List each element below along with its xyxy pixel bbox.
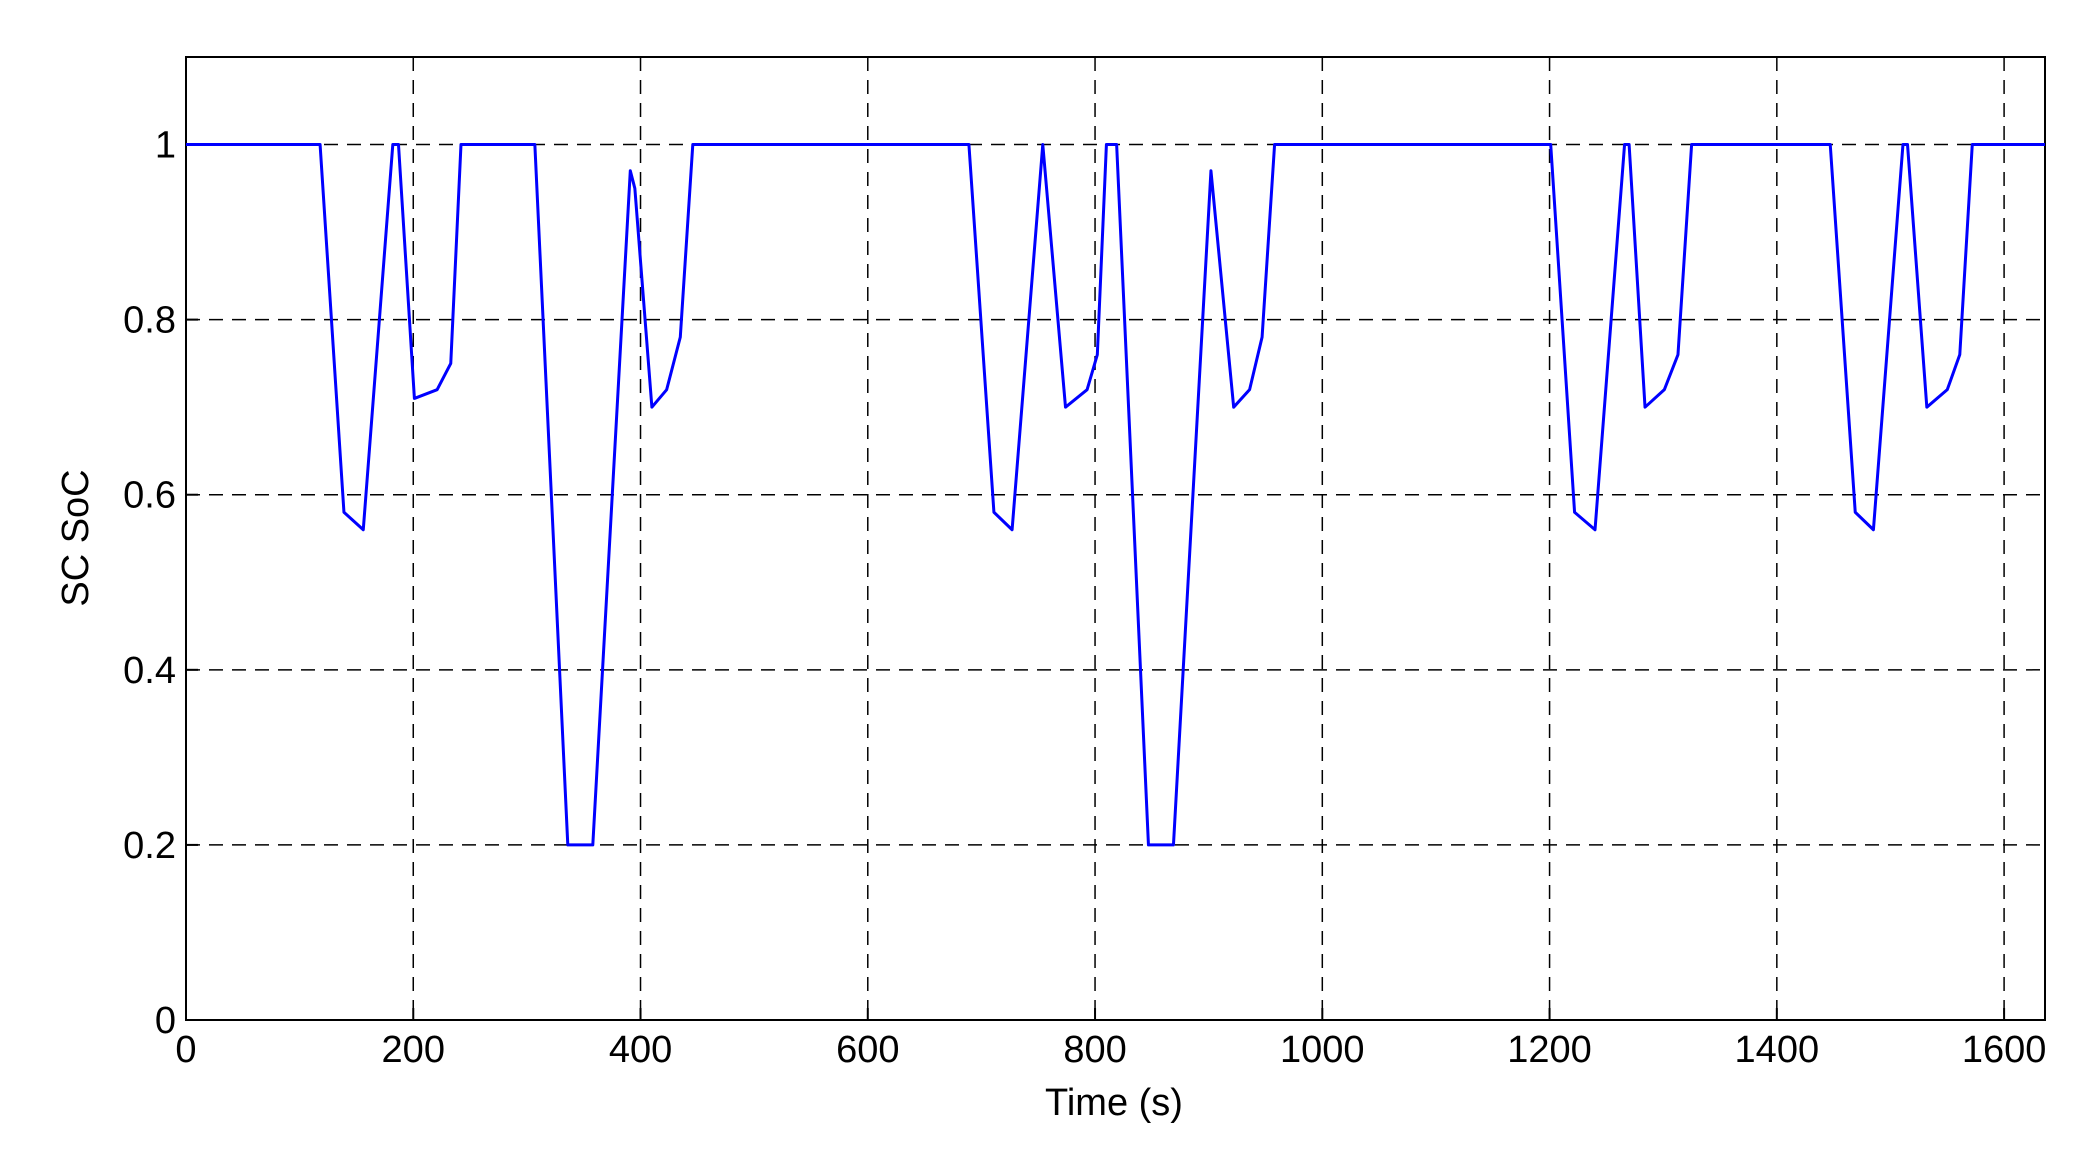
x-tick-label: 1200 bbox=[1507, 1029, 1592, 1071]
x-tick-label: 1600 bbox=[1962, 1029, 2047, 1071]
y-tick-label: 0.2 bbox=[123, 825, 176, 867]
x-tick-label: 600 bbox=[836, 1029, 899, 1071]
plot-frame bbox=[185, 56, 2046, 1021]
y-tick-label: 0.8 bbox=[123, 300, 176, 342]
y-tick-label: 0.6 bbox=[123, 475, 176, 517]
data-line bbox=[186, 143, 2045, 847]
y-axis-label: SC SoC bbox=[55, 469, 97, 606]
x-axis-label: Time (s) bbox=[1045, 1082, 1183, 1124]
y-tick-label: 0 bbox=[155, 1000, 176, 1042]
y-tick-label: 1 bbox=[155, 125, 176, 167]
x-tick-label: 800 bbox=[1063, 1029, 1126, 1071]
x-tick-label: 1400 bbox=[1735, 1029, 1820, 1071]
x-tick-label: 1000 bbox=[1280, 1029, 1365, 1071]
x-tick-label: 200 bbox=[382, 1029, 445, 1071]
y-tick-label: 0.4 bbox=[123, 650, 176, 692]
x-tick-label: 0 bbox=[175, 1029, 196, 1071]
x-tick-label: 400 bbox=[609, 1029, 672, 1071]
